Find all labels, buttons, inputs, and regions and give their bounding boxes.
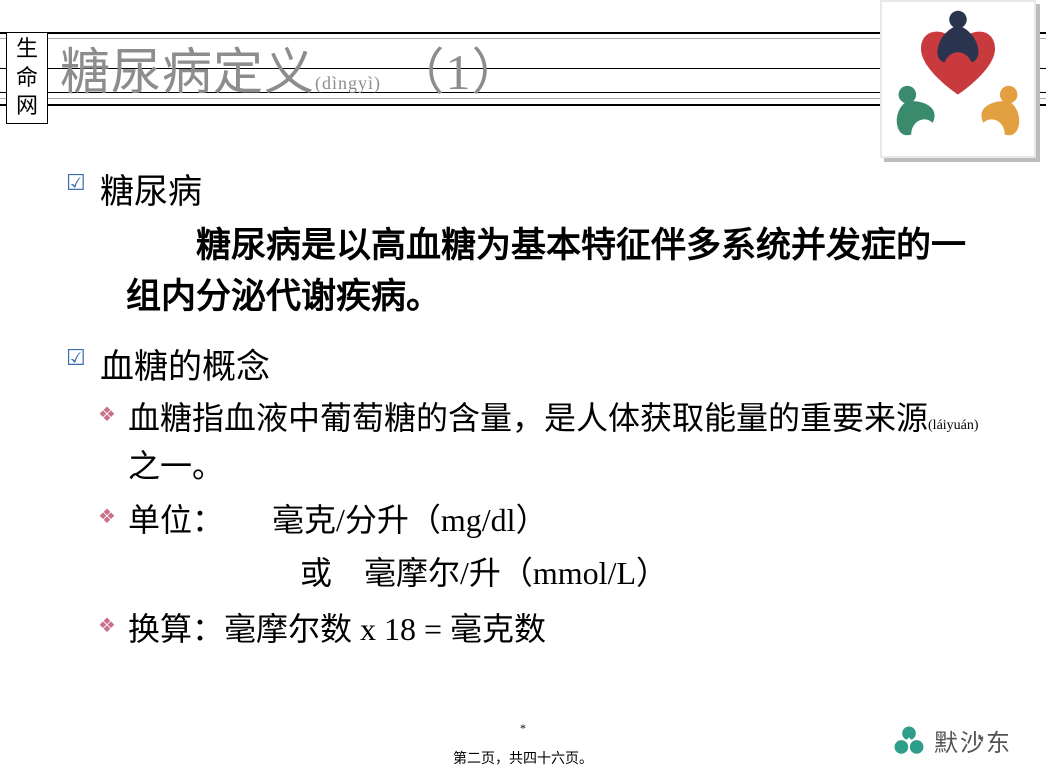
slide-header: 生 命 网 糖尿病定义(dìngyì) （1） [0, 0, 1046, 140]
side-label-box: 生 命 网 [6, 32, 48, 124]
bullet-diabetes: 糖尿病 [100, 164, 996, 213]
corner-logo-box [880, 0, 1036, 158]
footer-star: * [520, 721, 526, 736]
diabetes-definition: 糖尿病是以高血糖为基本特征伴多系统并发症的一组内分泌代谢疾病。 [126, 221, 996, 323]
title-suffix: （1） [395, 44, 523, 100]
msd-logo-icon [892, 724, 926, 758]
brand-footer: 默沙东 [892, 723, 1012, 758]
brand-text: 默沙东 [934, 723, 1012, 758]
people-heart-icon [882, 2, 1034, 156]
title-main: 糖尿病定义 [60, 44, 315, 100]
slide-body: 糖尿病 糖尿病是以高血糖为基本特征伴多系统并发症的一组内分泌代谢疾病。 血糖的概… [0, 140, 1046, 653]
sub-bullet-unit: 单位： 毫克/分升（mg/dl） [128, 496, 996, 544]
bullet-blood-sugar-concept: 血糖的概念 [100, 339, 996, 388]
sub-bullet-meaning: 血糖指血液中葡萄糖的含量，是人体获取能量的重要来源(láiyuán) 之一。 [128, 394, 996, 490]
slide-title: 糖尿病定义(dìngyì) （1） [60, 32, 523, 104]
sub1-suffix: 之一。 [128, 448, 224, 484]
sub-bullet-conversion: 换算：毫摩尔数 x 18 = 毫克数 [128, 605, 996, 653]
sub1-pinyin: (láiyuán) [928, 418, 979, 433]
sub1-prefix: 血糖指血液中葡萄糖的含量，是人体获取能量的重要来源 [128, 400, 928, 436]
title-pinyin: (dìngyì) [315, 73, 381, 93]
unit-line2: 或 毫摩尔/升（mmol/L） [300, 548, 996, 599]
footer-page-text: 第二页，共四十六页。 [453, 748, 593, 768]
